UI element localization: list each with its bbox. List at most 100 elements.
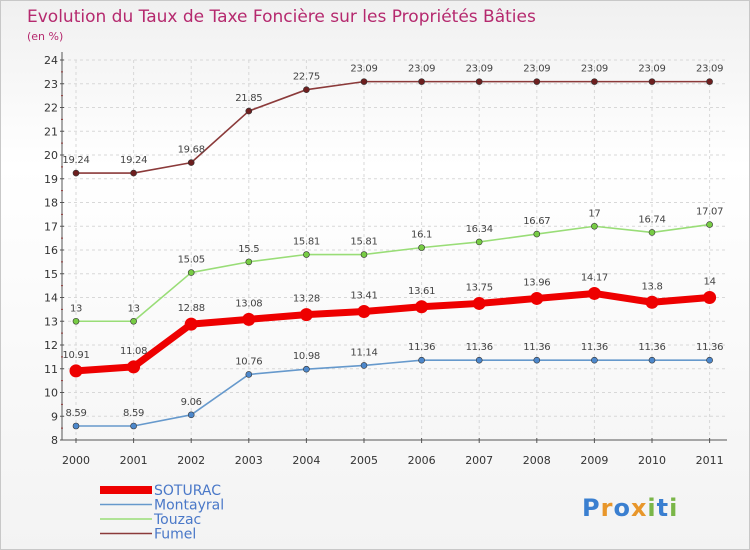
data-label-touzac: 15.81: [293, 237, 320, 248]
point-soturac: [69, 364, 83, 378]
point-touzac: [303, 251, 310, 258]
y-tick-label: 22: [44, 102, 58, 115]
brand-letter: i: [647, 494, 656, 522]
point-montayral: [245, 371, 253, 378]
x-tick-label: 2004: [292, 454, 320, 467]
data-label-touzac: 16.74: [638, 214, 665, 225]
data-label-fumel: 19.24: [62, 155, 89, 166]
y-tick-label: 17: [44, 220, 58, 233]
point-touzac: [360, 251, 368, 258]
point-montayral: [591, 356, 598, 364]
data-label-touzac: 17: [588, 208, 600, 219]
point-montayral: [533, 356, 541, 364]
point-montayral: [418, 356, 425, 364]
point-touzac: [648, 229, 656, 236]
point-montayral: [72, 422, 80, 430]
data-label-soturac: 12.88: [178, 303, 205, 314]
y-tick-label: 24: [44, 54, 58, 67]
data-label-soturac: 13.75: [466, 282, 493, 293]
data-label-fumel: 23.09: [523, 64, 550, 75]
data-label-fumel: 23.09: [638, 64, 665, 75]
y-tick-label: 14: [44, 292, 58, 305]
data-label-touzac: 15.81: [350, 237, 377, 248]
point-touzac: [706, 221, 713, 228]
y-tick-label: 9: [51, 410, 58, 423]
data-label-soturac: 11.08: [120, 346, 147, 357]
data-label-touzac: 15.5: [238, 244, 259, 255]
data-label-montayral: 8.59: [123, 408, 144, 419]
point-fumel: [130, 169, 137, 177]
x-tick-label: 2009: [580, 454, 608, 467]
y-tick-label: 8: [51, 434, 58, 447]
y-tick-label: 16: [44, 244, 58, 257]
x-tick-label: 2005: [350, 454, 378, 467]
data-label-soturac: 13.61: [408, 286, 435, 297]
series-line-touzac: [75, 223, 711, 323]
grid: [62, 59, 727, 441]
series-layer: [69, 78, 717, 430]
y-tick-label: 15: [44, 268, 58, 281]
x-tick-label: 2003: [235, 454, 263, 467]
data-label-touzac: 13: [128, 303, 140, 314]
point-fumel: [648, 78, 656, 85]
data-label-montayral: 8.59: [65, 408, 86, 419]
data-label-fumel: 23.09: [466, 64, 493, 75]
data-label-fumel: 19.68: [178, 145, 205, 156]
data-label-soturac: 13.96: [523, 277, 550, 288]
data-labels: 19.24 19.24 19.68 21.85 22.75 23.09 23.09 23.09…: [62, 64, 723, 419]
point-touzac: [187, 269, 195, 276]
data-label-fumel: 23.09: [696, 64, 723, 75]
y-tick-label: 23: [44, 78, 58, 91]
point-soturac: [184, 317, 198, 331]
point-soturac: [472, 296, 486, 310]
x-tick-label: 2010: [638, 454, 666, 467]
data-label-fumel: 23.09: [408, 64, 435, 75]
data-label-touzac: 13: [70, 303, 82, 314]
data-label-fumel: 23.09: [350, 64, 377, 75]
data-label-montayral: 10.98: [293, 351, 320, 362]
y-tick-label: 13: [44, 315, 58, 328]
series-line-montayral: [75, 359, 711, 427]
y-tick-label: 12: [44, 339, 58, 352]
data-label-fumel: 19.24: [120, 155, 147, 166]
chart-title: Evolution du Taux de Taxe Foncière sur l…: [27, 7, 536, 27]
point-soturac: [587, 286, 601, 300]
brand-letter: x: [631, 494, 647, 522]
y-tick-label: 21: [44, 125, 58, 138]
point-fumel: [533, 78, 541, 85]
x-tick-label: 2006: [408, 454, 436, 467]
brand-text: Proxiti: [582, 494, 678, 522]
legend-label: Touzac: [153, 512, 201, 528]
point-soturac: [242, 312, 256, 326]
y-tick-label: 19: [44, 173, 58, 186]
brand-letter: t: [657, 494, 669, 522]
point-montayral: [475, 356, 483, 364]
data-label-montayral: 11.36: [581, 342, 608, 353]
data-label-soturac: 13.28: [293, 294, 320, 305]
point-montayral: [130, 422, 137, 430]
data-label-touzac: 16.1: [411, 230, 432, 241]
data-label-montayral: 11.36: [523, 342, 550, 353]
brand-letter: P: [582, 494, 601, 522]
x-tick-label: 2001: [120, 454, 148, 467]
data-label-montayral: 11.36: [638, 342, 665, 353]
point-touzac: [418, 244, 425, 251]
point-soturac: [299, 308, 313, 322]
point-montayral: [360, 362, 368, 369]
data-label-touzac: 16.67: [523, 216, 550, 227]
data-label-soturac: 14: [704, 277, 716, 288]
brand-letter: i: [669, 494, 678, 522]
x-tick-label: 2007: [465, 454, 493, 467]
point-fumel: [245, 107, 253, 115]
point-soturac: [703, 291, 717, 304]
data-label-montayral: 11.36: [408, 342, 435, 353]
x-tick-label: 2011: [696, 454, 724, 467]
point-touzac: [533, 230, 541, 238]
point-montayral: [303, 365, 310, 373]
point-touzac: [130, 317, 137, 325]
series-line-soturac: [72, 289, 714, 375]
series-line-fumel: [75, 80, 711, 174]
data-label-soturac: 13.41: [350, 291, 377, 302]
